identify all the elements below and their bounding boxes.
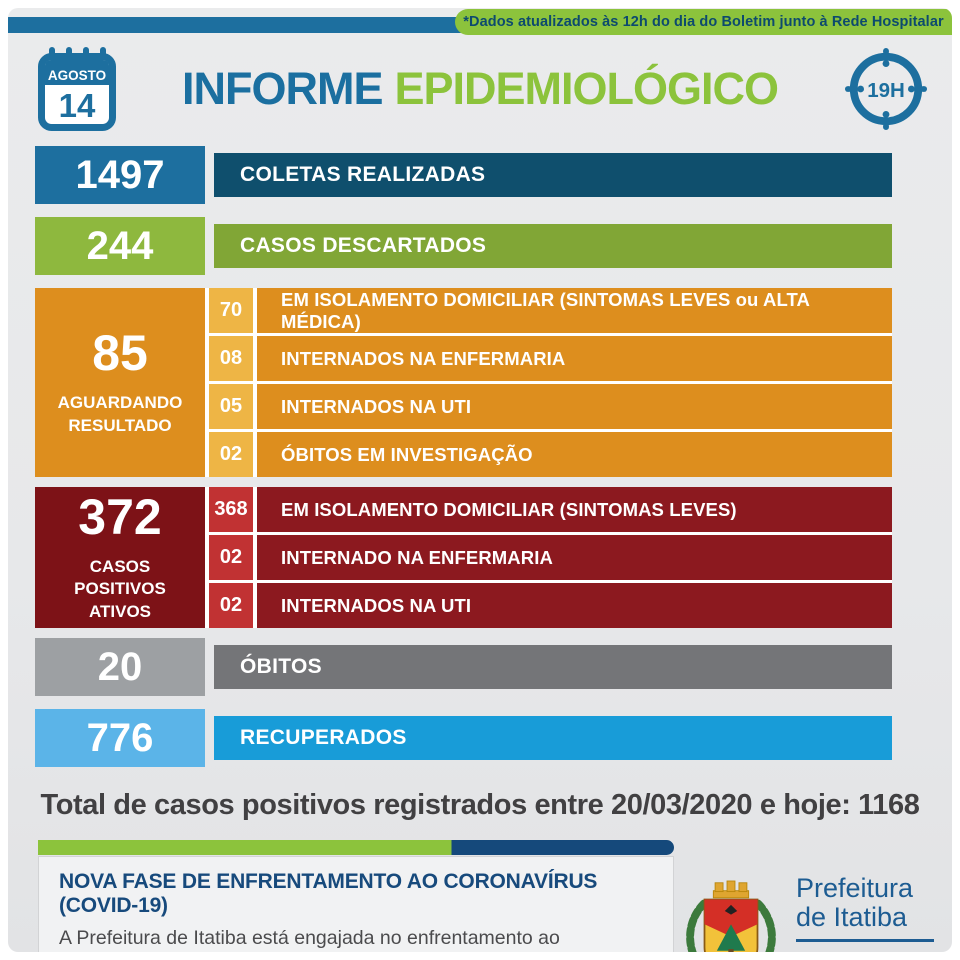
- itatiba-coat-of-arms: VIS LABOR LIBERTAS: [686, 880, 776, 952]
- positivos-item-num: 368: [209, 487, 253, 532]
- aguardando-item-num: 05: [209, 384, 253, 429]
- positivos-summary-box: 372 CASOS POSITIVOS ATIVOS: [35, 487, 205, 628]
- aguardando-item-label: EM ISOLAMENTO DOMICILIAR (SINTOMAS LEVES…: [257, 288, 892, 333]
- footer-info-box: NOVA FASE DE ENFRENTAMENTO AO CORONAVÍRU…: [38, 856, 674, 952]
- group-aguardando-resultado: 85 AGUARDANDO RESULTADO 70 EM ISOLAMENTO…: [35, 288, 892, 477]
- total-positives-line: Total de casos positivos registrados ent…: [40, 789, 920, 821]
- calendar-day-label: 14: [59, 87, 96, 124]
- calendar-icon: AGOSTO 14: [38, 47, 116, 131]
- top-strip: *Dados atualizados às 12h do dia do Bole…: [8, 8, 952, 36]
- gov-word-governo: GOVERNO: [829, 949, 940, 952]
- footer-line-engagement: A Prefeitura de Itatiba está engajada no…: [59, 927, 560, 952]
- positivos-value: 372: [78, 489, 162, 546]
- recuperados-label-bar: RECUPERADOS: [214, 716, 892, 760]
- aguardando-item-num: 70: [209, 288, 253, 333]
- coletas-label-bar: COLETAS REALIZADAS: [214, 153, 892, 197]
- logo-divider: [795, 939, 934, 943]
- positivos-item-label: INTERNADOS NA UTI: [257, 583, 892, 628]
- descartados-value-box: 244: [35, 217, 205, 275]
- clock-19h-icon: 19H: [844, 47, 928, 131]
- aguardando-summary-box: 85 AGUARDANDO RESULTADO: [35, 288, 205, 477]
- positivos-item-num: 02: [209, 535, 253, 580]
- gov-words: GOVERNO PRESENTE: [829, 949, 940, 952]
- descartados-label-bar: CASOS DESCARTADOS: [214, 224, 892, 268]
- coletas-value-box: 1497: [35, 146, 205, 204]
- aguardando-label: AGUARDANDO RESULTADO: [57, 393, 183, 435]
- row-recuperados: 776 RECUPERADOS: [35, 709, 892, 767]
- positivos-label: CASOS POSITIVOS ATIVOS: [74, 557, 166, 621]
- recuperados-value-box: 776: [35, 709, 205, 767]
- obitos-label-bar: ÓBITOS: [214, 645, 892, 689]
- aguardando-item-num: 02: [209, 432, 253, 477]
- footer-info: NOVA FASE DE ENFRENTAMENTO AO CORONAVÍRU…: [38, 840, 674, 952]
- calendar-month-label: AGOSTO: [48, 68, 106, 83]
- org-name-line1: Prefeitura: [795, 873, 914, 904]
- positivos-item-label: EM ISOLAMENTO DOMICILIAR (SINTOMAS LEVES…: [257, 487, 892, 532]
- clock-time-label: 19H: [867, 79, 905, 102]
- footer-accent-bar: [38, 840, 674, 855]
- org-name-line2: de Itatiba: [795, 901, 908, 932]
- row-coletas: 1497 COLETAS REALIZADAS: [35, 146, 892, 204]
- group-casos-positivos-ativos: 372 CASOS POSITIVOS ATIVOS 368 EM ISOLAM…: [35, 487, 892, 628]
- aguardando-item-label: INTERNADOS NA ENFERMARIA: [257, 336, 892, 381]
- aguardando-item-label: ÓBITOS EM INVESTIGAÇÃO: [257, 432, 892, 477]
- aguardando-item-num: 08: [209, 336, 253, 381]
- update-note-text: *Dados atualizados às 12h do dia do Bole…: [463, 14, 944, 30]
- obitos-value-box: 20: [35, 638, 205, 696]
- positivos-item-num: 02: [209, 583, 253, 628]
- city-logo-block: VIS LABOR LIBERTAS Prefeitura de Itatiba…: [674, 846, 944, 952]
- header: AGOSTO 14 INFORME EPIDEMIOLÓGICO 19H: [38, 46, 928, 132]
- row-obitos: 20 ÓBITOS: [35, 638, 892, 696]
- governo-presente-row: GOVERNO PRESENTE: [796, 949, 940, 952]
- footer-headline: NOVA FASE DE ENFRENTAMENTO AO CORONAVÍRU…: [59, 870, 598, 917]
- aguardando-value: 85: [92, 325, 148, 382]
- row-descartados: 244 CASOS DESCARTADOS: [35, 217, 892, 275]
- aguardando-item-label: INTERNADOS NA UTI: [257, 384, 892, 429]
- top-strip-blue-bar: [8, 17, 476, 33]
- logo-text-block: Prefeitura de Itatiba GOVERNO PRESENTE: [795, 873, 940, 952]
- poster-canvas: *Dados atualizados às 12h do dia do Bole…: [8, 8, 952, 952]
- stats-section: 1497 COLETAS REALIZADAS 244 CASOS DESCAR…: [35, 146, 892, 767]
- footer: NOVA FASE DE ENFRENTAMENTO AO CORONAVÍRU…: [38, 840, 944, 952]
- title-epidemiologico: EPIDEMIOLÓGICO: [394, 63, 779, 114]
- page-title: INFORME EPIDEMIOLÓGICO: [116, 63, 844, 115]
- update-note-banner: *Dados atualizados às 12h do dia do Bole…: [455, 9, 952, 35]
- title-informe: INFORME: [181, 63, 383, 114]
- positivos-item-label: INTERNADO NA ENFERMARIA: [257, 535, 892, 580]
